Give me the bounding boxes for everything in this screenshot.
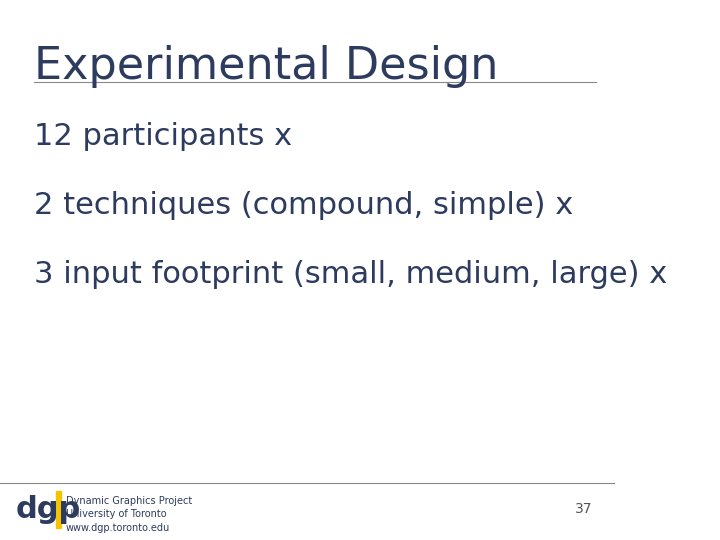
Text: 3 input footprint (small, medium, large) x: 3 input footprint (small, medium, large)…	[34, 260, 667, 289]
Text: dgp: dgp	[15, 495, 81, 524]
Text: Dynamic Graphics Project
University of Toronto
www.dgp.toronto.edu: Dynamic Graphics Project University of T…	[66, 496, 192, 532]
Text: 12 participants x: 12 participants x	[34, 122, 292, 151]
Text: 37: 37	[575, 502, 593, 516]
Text: 2 techniques (compound, simple) x: 2 techniques (compound, simple) x	[34, 191, 573, 220]
Text: Experimental Design: Experimental Design	[34, 45, 498, 88]
Bar	[56, 491, 61, 528]
